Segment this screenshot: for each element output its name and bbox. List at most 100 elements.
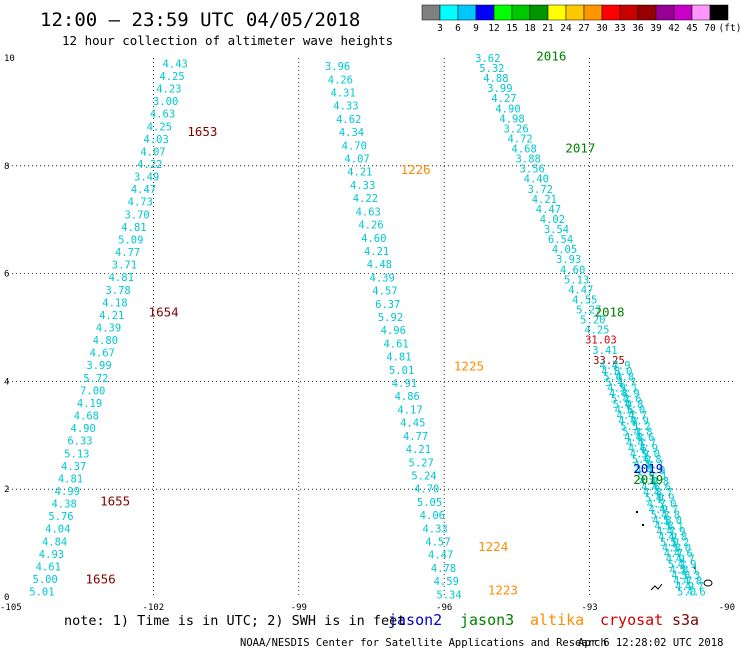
swh-value: 4.33	[333, 101, 358, 113]
island-dot	[642, 524, 644, 526]
swh-value: 4.6	[615, 404, 634, 416]
swh-value: 4.40	[524, 174, 549, 186]
pass-time-label: 1226	[401, 162, 431, 177]
swh-value: 4.8	[634, 426, 653, 438]
swh-value: 4.33	[422, 523, 447, 535]
legend-label: 36	[632, 23, 644, 34]
swh-value: 4.04	[45, 524, 70, 536]
coastline-segment	[650, 583, 663, 591]
swh-value: 5.1	[619, 382, 638, 394]
swh-value: 33.25	[593, 355, 625, 367]
swh-value: 4.7	[656, 526, 675, 538]
legend-label: 6	[455, 23, 461, 34]
swh-value: 4.91	[392, 378, 417, 390]
chart-subtitle: 12 hour collection of altimeter wave hei…	[62, 33, 393, 48]
swh-value: 4.21	[347, 167, 372, 179]
swh-value: 5.0	[657, 498, 676, 510]
island-dot	[636, 511, 638, 513]
swh-value: 4.9	[649, 504, 668, 516]
y-tick-label: 4	[4, 377, 9, 387]
swh-value: 6.37	[375, 299, 400, 311]
legend-swatch	[439, 4, 459, 21]
legend-label: 39	[650, 23, 662, 34]
pass-time-label: 2017	[565, 140, 595, 155]
legend-label: 27	[578, 23, 589, 34]
satellite-legend-label: s3a	[672, 611, 699, 629]
swh-value: 5.1	[605, 377, 624, 389]
swh-value: 4.7	[635, 465, 654, 477]
swh-value: 4.8	[634, 460, 653, 472]
swh-value: 4.9	[607, 382, 626, 394]
swh-value: 4.6	[623, 393, 642, 405]
swh-value: 4.27	[491, 93, 516, 105]
chart-title: 12:00 — 23:59 UTC 04/05/2018	[40, 9, 360, 31]
swh-value: 3.26	[503, 123, 528, 135]
legend-swatch	[547, 4, 567, 21]
swh-value: 4.6	[654, 520, 673, 532]
swh-value: 4.57	[372, 286, 397, 298]
swh-value: 3.93	[556, 254, 581, 266]
swh-value: 4.8	[615, 371, 634, 383]
swh-value: 5.92	[378, 312, 403, 324]
pass-time-label: 1225	[454, 359, 484, 374]
swh-value: 4.70	[342, 140, 367, 152]
swh-value: 4.8	[662, 542, 681, 554]
swh-value: 4.03	[144, 134, 169, 146]
swh-value: 4.61	[36, 561, 61, 573]
swh-value: 4.22	[137, 159, 162, 171]
satellite-legend: jason2 jason3 altika cryosat s3a	[388, 611, 699, 629]
swh-value: 5.2	[670, 537, 689, 549]
swh-value: 4.38	[51, 499, 76, 511]
swh-value: 3.70	[124, 209, 149, 221]
swh-value: 5.3	[681, 570, 700, 582]
swh-value: 4.9	[666, 553, 685, 565]
legend-swatch	[583, 4, 603, 21]
legend-label: 45	[686, 23, 697, 34]
x-tick-label: -93	[581, 603, 597, 613]
swh-value: 4.81	[58, 473, 83, 485]
swh-value: 4.9	[639, 443, 658, 455]
swh-value: 3.88	[516, 154, 541, 166]
swh-value: 4.48	[367, 259, 392, 271]
legend-swatch	[619, 4, 639, 21]
swh-value: 4.59	[434, 576, 459, 588]
swh-value: 4.68	[512, 144, 537, 156]
swh-value: 4.7	[645, 460, 664, 472]
swh-value: 5.0	[660, 537, 679, 549]
legend-label: 12	[488, 23, 499, 34]
swh-value: 4.81	[109, 272, 134, 284]
swh-value: 5.20	[580, 315, 605, 327]
swh-value: 4.57	[425, 536, 450, 548]
swh-value: 4.7	[659, 504, 678, 516]
swh-value: 4.9	[630, 415, 649, 427]
swh-value: 5.1	[665, 520, 684, 532]
swh-value: 5.09	[118, 234, 143, 246]
swh-value: 4.7	[685, 581, 704, 593]
swh-value: 5.0	[672, 542, 691, 554]
swh-value: 5.34	[436, 589, 461, 601]
x-tick-label: -99	[291, 603, 307, 613]
swh-value: 3.41	[592, 345, 617, 357]
legend-swatch	[421, 4, 441, 21]
legend-swatch	[691, 4, 711, 21]
swh-value: 5.01	[389, 365, 414, 377]
swh-value: 4.25	[584, 325, 609, 337]
swh-value: 3.54	[544, 224, 569, 236]
swh-value: 4.8	[669, 565, 688, 577]
swh-value: 5.72	[83, 373, 108, 385]
swh-value: 4.47	[536, 204, 561, 216]
legend-label: 30	[596, 23, 608, 34]
swh-value: 6.33	[67, 436, 92, 448]
swh-value: 5.27	[576, 305, 601, 317]
swh-value: 4.21	[406, 444, 431, 456]
swh-value: 4.21	[99, 310, 124, 322]
swh-value: 4.84	[42, 536, 67, 548]
swh-value: 4.8	[643, 454, 662, 466]
legend-swatch	[529, 4, 549, 21]
swh-value: 4.99	[55, 486, 80, 498]
swh-value: 3.99	[86, 360, 111, 372]
swh-value: 3.71	[112, 260, 137, 272]
data-tracks: 4.434.254.233.004.634.254.034.074.223.49…	[29, 53, 705, 601]
swh-value: 4.7	[637, 438, 656, 450]
swh-value: 4.60	[361, 233, 386, 245]
